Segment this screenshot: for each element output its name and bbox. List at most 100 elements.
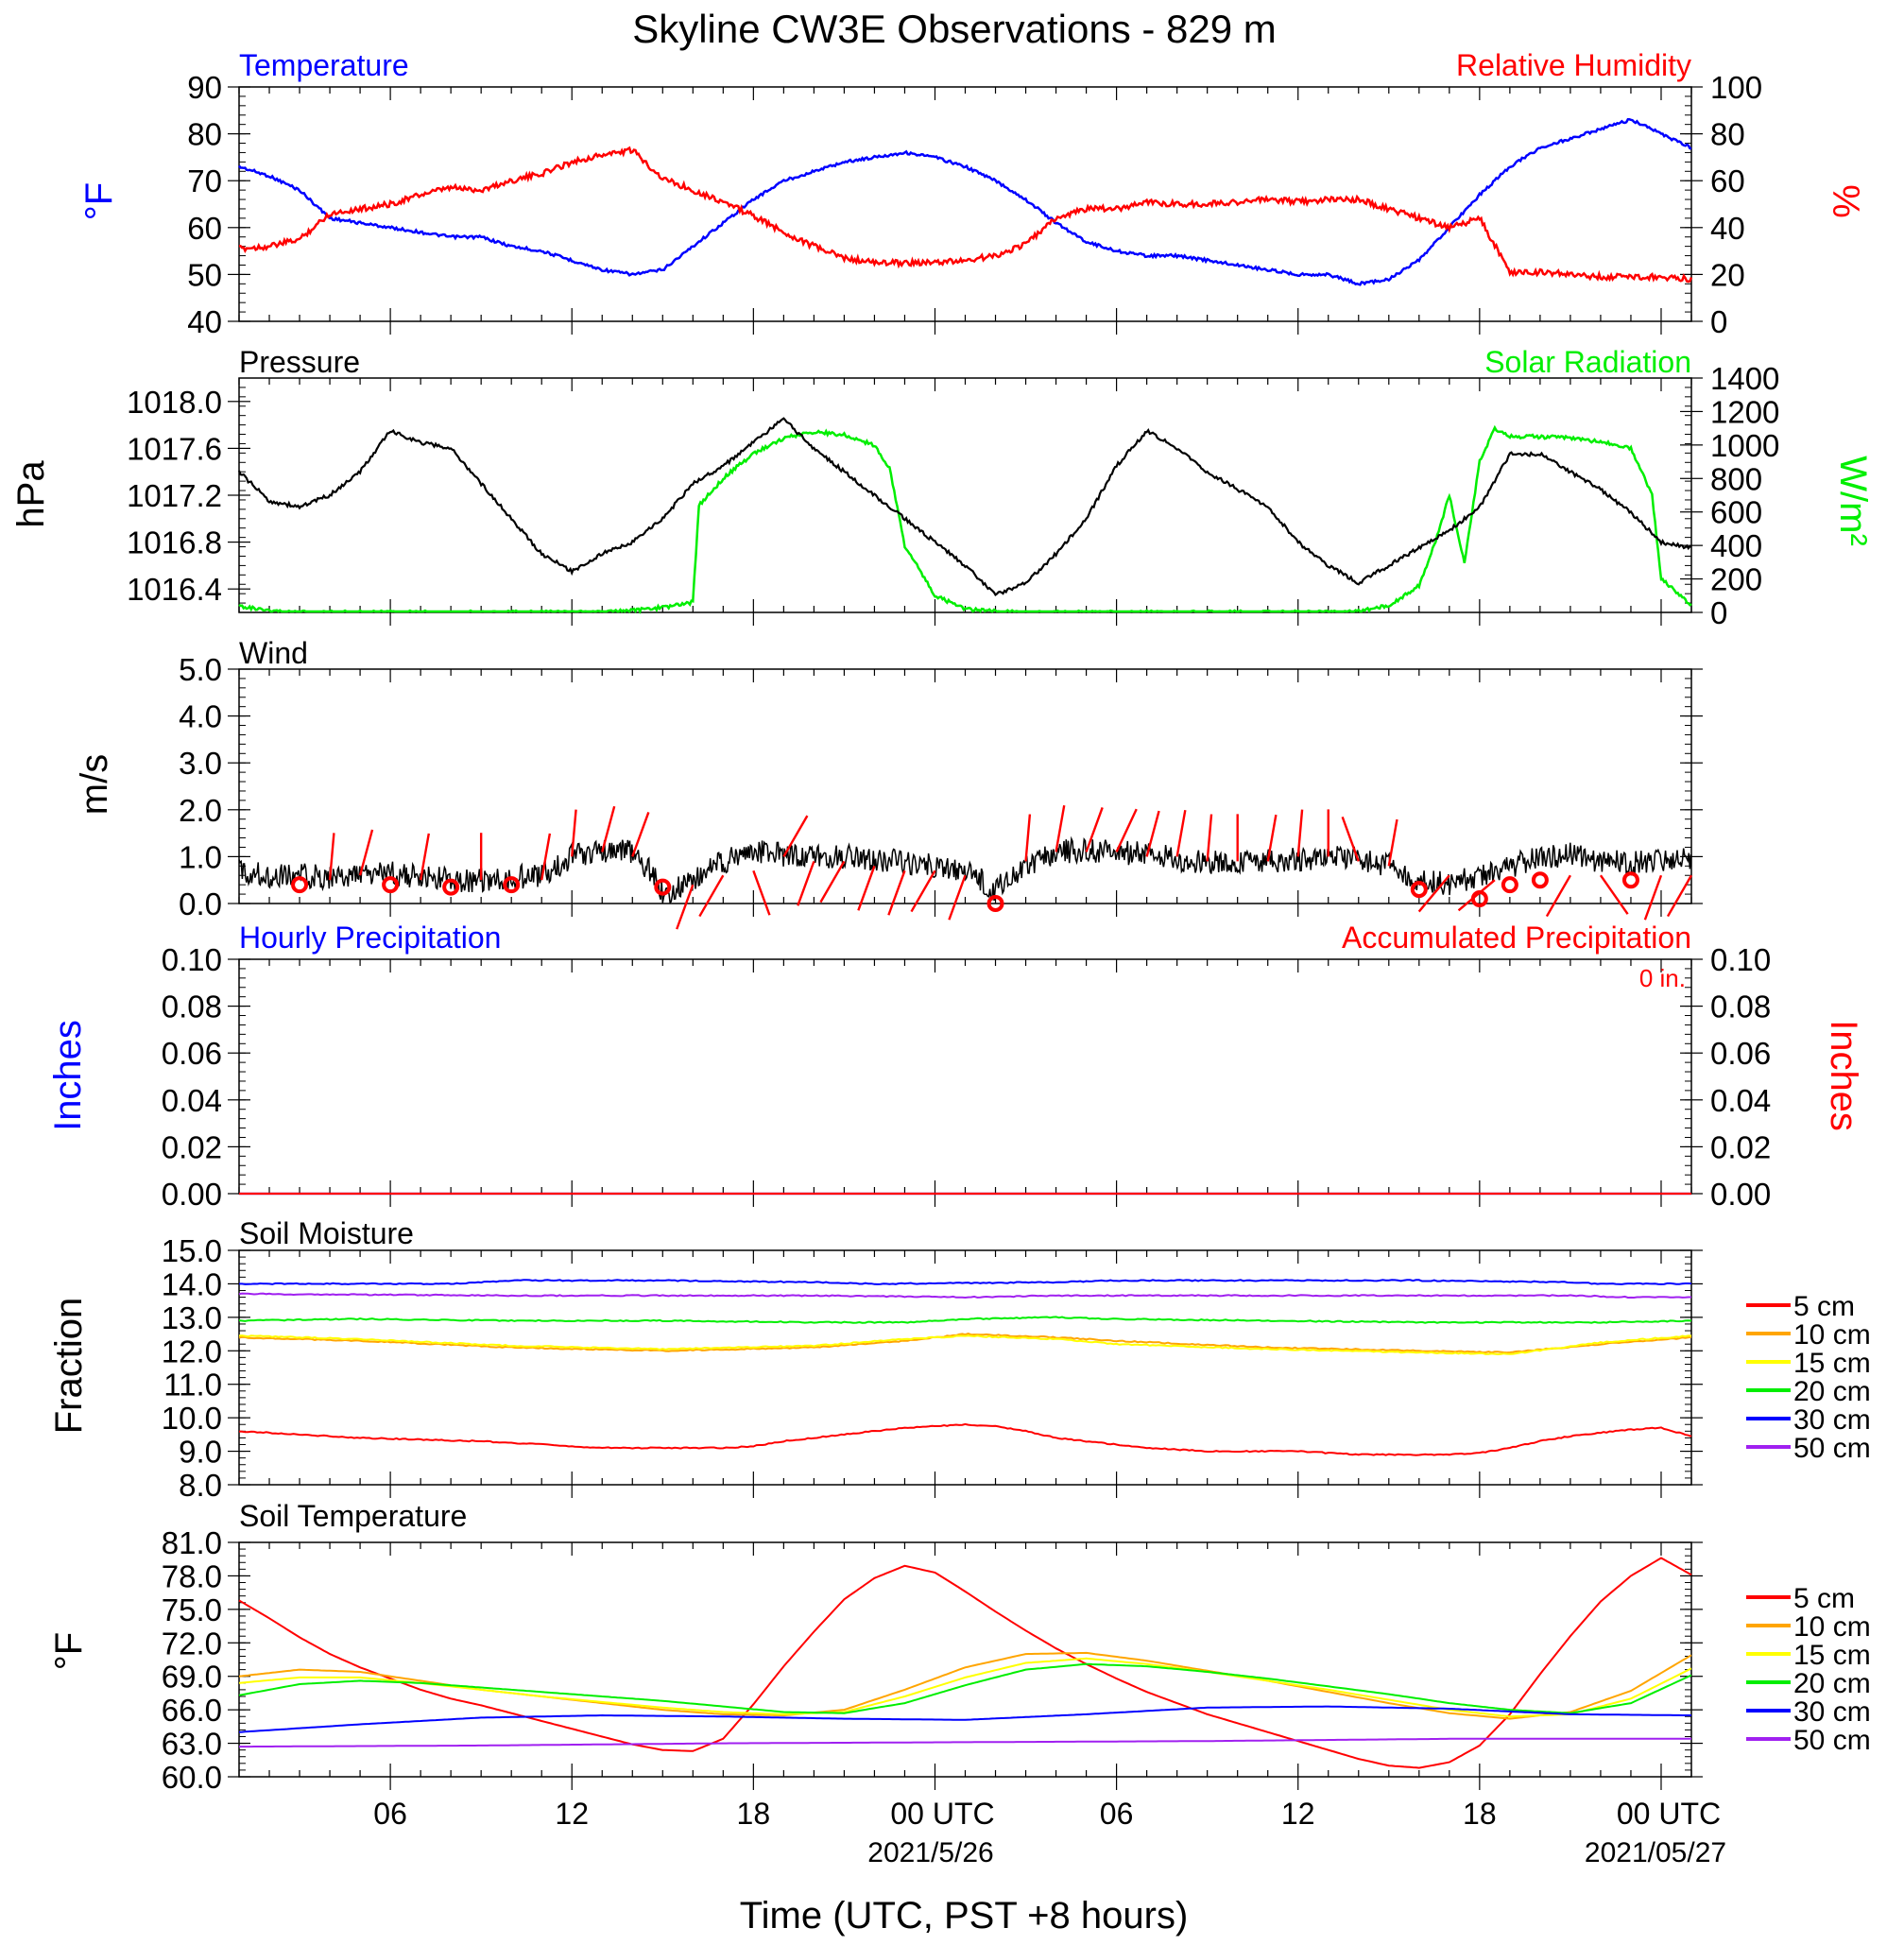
precip-ytick-left: 0.00 bbox=[162, 1177, 222, 1212]
wind-barb bbox=[1417, 874, 1450, 913]
panel-title-temperature: Temperature bbox=[239, 48, 409, 82]
soil-moisture-ytick-left: 14.0 bbox=[162, 1266, 222, 1301]
precip-ytick-right: 0.06 bbox=[1710, 1036, 1771, 1071]
soil-moisture-frame bbox=[238, 1249, 1692, 1486]
soil-temp-line-20cm bbox=[238, 1662, 1692, 1714]
wind-barb bbox=[797, 860, 815, 906]
temp-rh-ytick-right: 0 bbox=[1710, 304, 1727, 339]
accum-precip-total: 0 in. bbox=[1639, 964, 1686, 992]
wind-barb bbox=[698, 874, 725, 918]
wind-barb bbox=[948, 874, 967, 921]
temp-rh-ytick-left: 40 bbox=[187, 304, 222, 339]
wind-barb bbox=[1666, 874, 1693, 918]
wind-calm-marker bbox=[291, 876, 309, 894]
x-axis-label: Time (UTC, PST +8 hours) bbox=[740, 1895, 1189, 1936]
wind-calm-marker bbox=[1621, 871, 1639, 889]
wind-ytick-left: 4.0 bbox=[179, 699, 222, 734]
wind-calm-marker bbox=[382, 876, 400, 894]
x-tick-label: 12 bbox=[1281, 1797, 1315, 1831]
wind-barb bbox=[752, 869, 771, 916]
pressure-ytick-right: 0 bbox=[1710, 595, 1727, 630]
soil-moisture-ytick-left: 10.0 bbox=[162, 1401, 222, 1436]
x-tick-label: 06 bbox=[1100, 1797, 1134, 1831]
soil-temp-line-30cm bbox=[238, 1705, 1691, 1733]
x-tick-label: 00 UTC bbox=[890, 1797, 994, 1831]
wind-barb bbox=[1457, 879, 1496, 912]
wind-barb bbox=[1643, 874, 1663, 921]
pressure-ytick-right: 1400 bbox=[1710, 361, 1779, 396]
date-label-1: 2021/5/26 bbox=[867, 1837, 993, 1868]
precip-ytick-left: 0.04 bbox=[162, 1083, 222, 1118]
pressure-ytick-right: 600 bbox=[1710, 495, 1762, 530]
soil-moisture-line-20cm bbox=[238, 1316, 1692, 1324]
soil-temp-ytick-left: 66.0 bbox=[162, 1693, 222, 1728]
temp-rh-ytick-right: 80 bbox=[1710, 117, 1745, 152]
soil-moisture-line-5cm bbox=[238, 1422, 1692, 1456]
wind-barb bbox=[601, 805, 616, 852]
temp-rh-panel: 90 80 70 60 50 40 100 80 60 40 20 0 bbox=[187, 70, 1762, 339]
pressure-solar-panel: 1018.0 1017.6 1017.2 1016.8 1016.4 1400120010… bbox=[127, 361, 1779, 630]
soil-moisture-line-50cm bbox=[238, 1292, 1691, 1300]
wind-barb bbox=[631, 812, 650, 857]
pressure-ytick-right: 800 bbox=[1710, 461, 1762, 496]
soil-temp-ytick-left: 72.0 bbox=[162, 1626, 222, 1661]
panel-title-soil-temp: Soil Temperature bbox=[239, 1499, 467, 1533]
pressure-ytick-right: 1200 bbox=[1710, 394, 1779, 429]
soil-moisture-line-15cm bbox=[238, 1334, 1692, 1356]
wind-barb bbox=[1599, 874, 1629, 915]
temp-rh-frame bbox=[238, 86, 1692, 322]
soil-moisture-ytick-left: 9.0 bbox=[179, 1435, 222, 1470]
temp-rh-ytick-right: 40 bbox=[1710, 211, 1745, 246]
wind-barb bbox=[782, 815, 809, 858]
wind-calm-marker bbox=[986, 895, 1004, 912]
wind-barb bbox=[1024, 814, 1032, 862]
unit-soil-temp: °F bbox=[48, 1632, 90, 1670]
unit-temperature: °F bbox=[78, 182, 120, 220]
precip-ytick-left: 0.10 bbox=[162, 942, 222, 977]
pressure-ytick-right: 400 bbox=[1710, 528, 1762, 563]
soil-temperature-panel: 81.078.075.072.069.066.063.060.0 bbox=[162, 1525, 1703, 1795]
wind-calm-marker bbox=[503, 876, 521, 894]
soil-temp-ytick-left: 60.0 bbox=[162, 1760, 222, 1795]
legend-label: 15 cm bbox=[1793, 1348, 1871, 1379]
soil-temp-ytick-left: 69.0 bbox=[162, 1660, 222, 1695]
soil-temp-ytick-left: 81.0 bbox=[162, 1525, 222, 1560]
precip-ytick-left: 0.02 bbox=[162, 1129, 222, 1164]
wind-barb bbox=[571, 809, 577, 857]
unit-hourly-precip: Inches bbox=[47, 1020, 89, 1131]
pressure-ytick-right: 1000 bbox=[1710, 428, 1779, 463]
wind-calm-marker bbox=[1410, 881, 1428, 899]
temp-rh-ytick-left: 70 bbox=[187, 164, 222, 198]
wind-barb bbox=[328, 833, 335, 881]
solar-radiation-line bbox=[238, 424, 1692, 614]
panel-title-accum-precip: Accumulated Precipitation bbox=[1342, 921, 1691, 955]
panel-title-pressure: Pressure bbox=[239, 345, 360, 379]
precip-ytick-left: 0.06 bbox=[162, 1036, 222, 1071]
unit-pressure: hPa bbox=[10, 460, 52, 528]
panel-title-soil-moisture: Soil Moisture bbox=[239, 1216, 414, 1250]
legend-label: 20 cm bbox=[1793, 1668, 1871, 1699]
panel-title-hourly-precip: Hourly Precipitation bbox=[239, 921, 501, 955]
pressure-ytick-left: 1017.6 bbox=[127, 431, 222, 466]
x-tick-label: 18 bbox=[1463, 1797, 1497, 1831]
humidity-line bbox=[238, 146, 1693, 284]
wind-barb bbox=[1206, 814, 1213, 862]
wind-ytick-left: 5.0 bbox=[179, 652, 222, 687]
legend-label: 5 cm bbox=[1793, 1291, 1855, 1322]
legend-label: 10 cm bbox=[1793, 1319, 1871, 1351]
pressure-ytick-left: 1017.2 bbox=[127, 478, 222, 513]
x-tick-label: 18 bbox=[737, 1797, 771, 1831]
wind-barb bbox=[540, 833, 552, 881]
soil-temp-line-15cm bbox=[238, 1657, 1692, 1718]
wind-barb bbox=[887, 869, 906, 916]
soil-temp-line-5cm bbox=[238, 1557, 1692, 1769]
date-label-2: 2021/05/27 bbox=[1585, 1837, 1726, 1868]
wind-barb bbox=[1387, 818, 1398, 867]
precipitation-panel: 0.10 0.08 0.06 0.04 0.02 0.00 0.10 0.08 0.06 0.04… bbox=[162, 942, 1771, 1212]
wind-barb bbox=[819, 860, 846, 904]
x-tick-label: 06 bbox=[373, 1797, 407, 1831]
wind-barb bbox=[419, 833, 430, 881]
x-tick-label: 12 bbox=[555, 1797, 589, 1831]
precip-ytick-right: 0.00 bbox=[1710, 1177, 1771, 1212]
